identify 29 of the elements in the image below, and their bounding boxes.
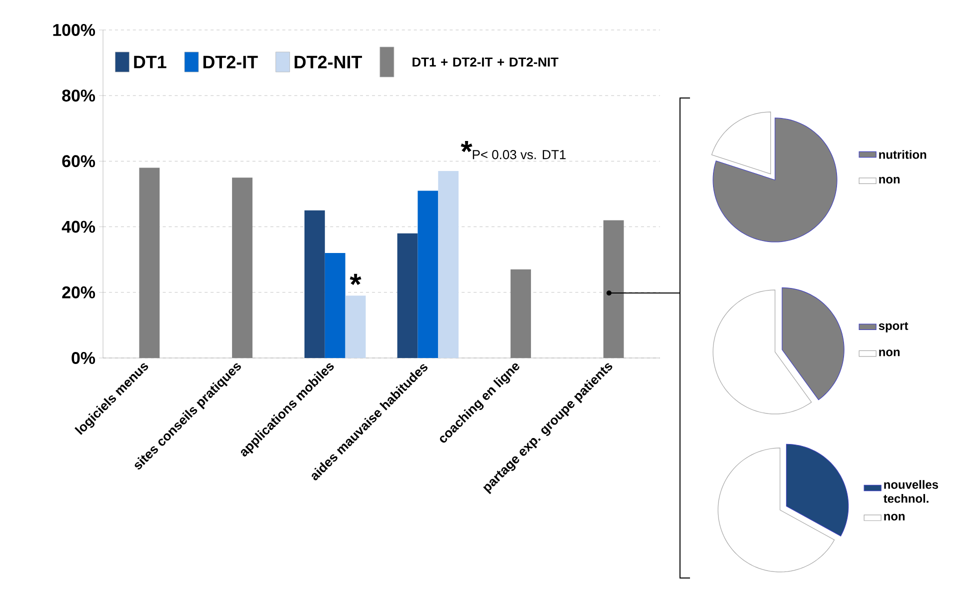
bar (304, 210, 325, 358)
legend-label: DT1 (134, 56, 166, 68)
bar (397, 233, 418, 358)
legend-label: DT1 + DT2-IT + DT2-NIT (412, 57, 558, 67)
legend-label: nouvelles technol. (884, 480, 938, 503)
annotation: * (350, 274, 362, 286)
bar (510, 269, 531, 358)
bar (418, 190, 438, 358)
y-tick-label: 80% (62, 90, 96, 102)
legend-label: sport (878, 322, 908, 332)
y-tick-label: 60% (62, 155, 96, 168)
bar (438, 171, 459, 358)
legend-label: non (884, 514, 905, 520)
annotation: P< 0.03 vs. DT1 (472, 150, 566, 160)
bar (139, 168, 160, 358)
bar (232, 178, 252, 358)
bar (324, 253, 346, 358)
annotation: * (460, 141, 472, 152)
y-tick-label: 0% (72, 352, 96, 364)
legend-label: DT2-IT (203, 56, 258, 68)
legend-label: nutrition (879, 150, 926, 159)
y-tick-label: 20% (62, 286, 96, 298)
y-tick-label: 40% (62, 220, 96, 233)
y-tick-label: 100% (53, 24, 96, 36)
legend-label: DT2-NIT (294, 56, 362, 68)
legend-label: non (879, 176, 900, 184)
bar (603, 220, 624, 358)
legend-label: non (879, 350, 900, 356)
bar (345, 296, 366, 358)
